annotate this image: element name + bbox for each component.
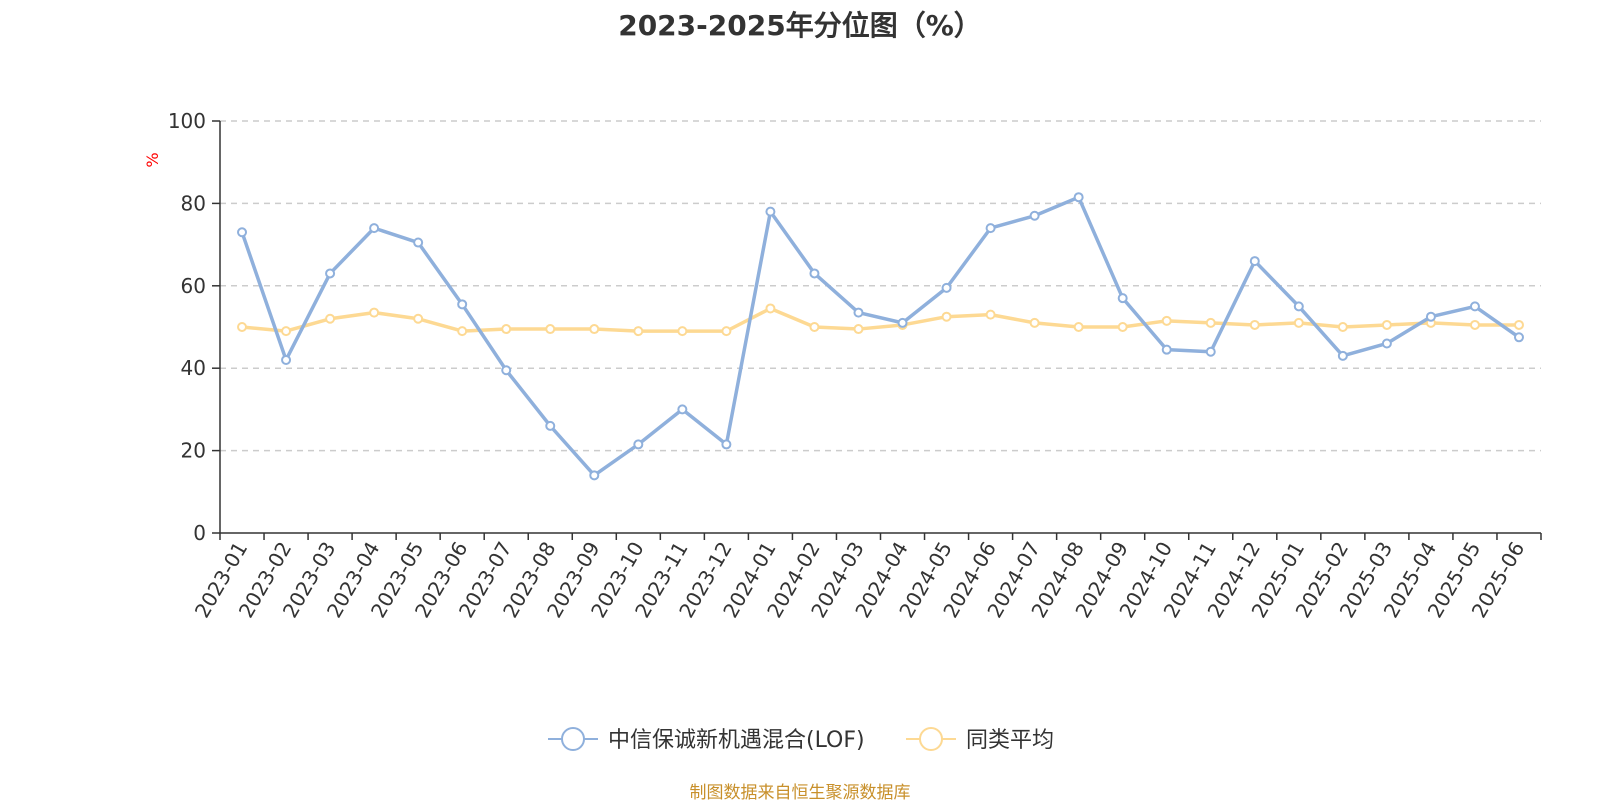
data-point[interactable] — [853, 324, 864, 335]
data-point[interactable] — [853, 307, 864, 318]
data-point[interactable] — [237, 227, 248, 238]
data-point[interactable] — [369, 307, 380, 318]
data-point[interactable] — [721, 326, 732, 337]
data-point[interactable] — [1029, 210, 1040, 221]
data-point[interactable] — [1469, 301, 1480, 312]
data-point[interactable] — [1513, 319, 1524, 330]
data-point[interactable] — [677, 404, 688, 415]
legend-item-2[interactable]: 同类平均 — [906, 727, 1054, 753]
data-point[interactable] — [1205, 346, 1216, 357]
data-point[interactable] — [1205, 317, 1216, 328]
axes — [212, 120, 1542, 540]
data-point[interactable] — [501, 365, 512, 376]
data-point[interactable] — [765, 303, 776, 314]
data-point[interactable] — [1161, 315, 1172, 326]
series-1 — [237, 192, 1524, 481]
data-point[interactable] — [809, 268, 820, 279]
data-point[interactable] — [281, 354, 292, 365]
y-tick-label: 0 — [193, 521, 206, 545]
data-point[interactable] — [545, 324, 556, 335]
data-point[interactable] — [1249, 256, 1260, 267]
data-point[interactable] — [985, 223, 996, 234]
data-point[interactable] — [1117, 293, 1128, 304]
data-point[interactable] — [1337, 350, 1348, 361]
data-point[interactable] — [941, 282, 952, 293]
y-tick-label: 40 — [181, 356, 206, 380]
data-point[interactable] — [457, 299, 468, 310]
data-point[interactable] — [721, 439, 732, 450]
data-point[interactable] — [413, 237, 424, 248]
data-point[interactable] — [1249, 319, 1260, 330]
data-point[interactable] — [1381, 338, 1392, 349]
legend: 中信保诚新机遇混合(LOF) 同类平均 — [548, 727, 1054, 753]
data-point[interactable] — [501, 324, 512, 335]
legend-marker — [561, 727, 585, 751]
data-point[interactable] — [1117, 322, 1128, 332]
data-point[interactable] — [677, 326, 688, 337]
y-tick-label: 100 — [168, 109, 206, 133]
data-point[interactable] — [809, 322, 820, 332]
data-point[interactable] — [1337, 322, 1348, 332]
data-point[interactable] — [237, 322, 248, 332]
data-point[interactable] — [369, 223, 380, 234]
data-point[interactable] — [985, 309, 996, 320]
legend-item-1[interactable]: 中信保诚新机遇混合(LOF) — [548, 727, 865, 753]
data-point[interactable] — [1161, 344, 1172, 355]
data-point[interactable] — [1029, 317, 1040, 328]
data-point[interactable] — [1513, 332, 1524, 343]
y-axis-unit: % — [143, 152, 162, 167]
data-point[interactable] — [1381, 319, 1392, 330]
data-point[interactable] — [281, 326, 292, 337]
data-point[interactable] — [897, 317, 908, 328]
tick-labels: 0204060801002023-012023-022023-032023-04… — [168, 109, 1530, 622]
data-point[interactable] — [589, 470, 600, 481]
data-point[interactable] — [457, 326, 468, 337]
data-point[interactable] — [765, 206, 776, 217]
y-tick-label: 80 — [181, 191, 206, 215]
data-point[interactable] — [1469, 319, 1480, 330]
data-point[interactable] — [413, 313, 424, 324]
data-point[interactable] — [1293, 301, 1304, 312]
data-point[interactable] — [325, 313, 336, 324]
y-tick-label: 60 — [181, 274, 206, 298]
y-tick-label: 20 — [181, 439, 206, 463]
data-point[interactable] — [1073, 192, 1084, 203]
gridlines — [220, 120, 1541, 452]
series-2 — [237, 303, 1524, 337]
legend-label: 同类平均 — [966, 728, 1054, 753]
series-line — [241, 306, 1519, 333]
data-point[interactable] — [633, 439, 644, 450]
data-point[interactable] — [1293, 317, 1304, 328]
chart-title: 2023-2025年分位图（%） — [618, 9, 982, 42]
series-lines — [237, 192, 1524, 481]
data-point[interactable] — [1073, 322, 1084, 332]
source-note: 制图数据来自恒生聚源数据库 — [689, 783, 911, 803]
legend-marker — [919, 727, 943, 751]
series-line — [240, 195, 1520, 478]
data-point[interactable] — [589, 324, 600, 335]
data-point[interactable] — [325, 268, 336, 279]
legend-label: 中信保诚新机遇混合(LOF) — [608, 728, 865, 753]
data-point[interactable] — [545, 420, 556, 431]
data-point[interactable] — [941, 311, 952, 322]
data-point[interactable] — [1425, 311, 1436, 322]
data-point[interactable] — [633, 326, 644, 337]
